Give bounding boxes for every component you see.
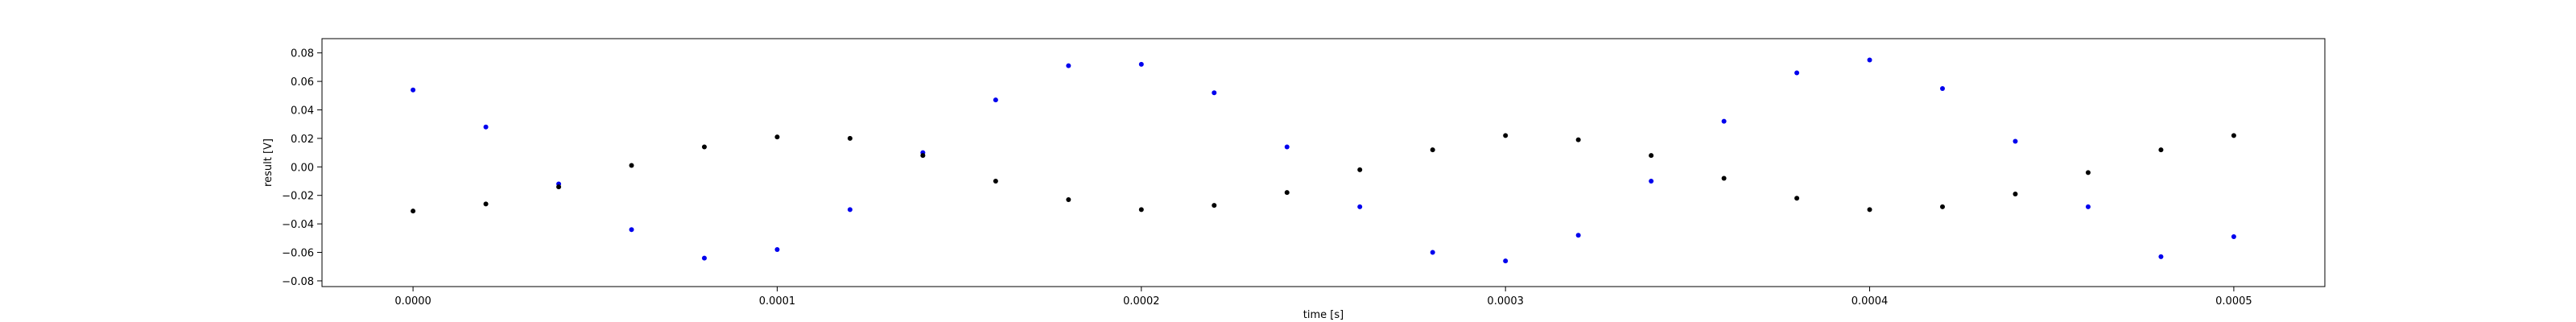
series-1-point bbox=[2158, 254, 2164, 259]
x-tick-label: 0.0003 bbox=[1487, 295, 1524, 308]
x-tick-label: 0.0002 bbox=[1123, 295, 1160, 308]
series-2-point bbox=[1066, 197, 1071, 203]
series-2-point bbox=[1575, 137, 1581, 142]
series-2-point bbox=[993, 179, 998, 184]
series-1-point bbox=[1721, 118, 1727, 124]
series-1-point bbox=[2013, 138, 2018, 144]
series-2-point bbox=[411, 208, 416, 214]
series-2-point bbox=[1940, 204, 1946, 209]
series-2-point bbox=[1794, 196, 1800, 201]
series-2-point bbox=[701, 144, 707, 150]
series-1-point bbox=[1940, 85, 1946, 91]
series-1-point bbox=[1212, 90, 1217, 96]
series-2-point bbox=[1284, 190, 1290, 196]
series-2-point bbox=[1212, 203, 1217, 208]
series-1-point bbox=[1284, 144, 1290, 150]
x-tick-label: 0.0001 bbox=[759, 295, 796, 308]
series-1-point bbox=[1430, 250, 1435, 255]
series-2-point bbox=[1430, 147, 1435, 153]
x-tick-label: 0.0005 bbox=[2215, 295, 2252, 308]
y-axis-label: result [V] bbox=[262, 138, 275, 187]
series-1-point bbox=[1066, 63, 1071, 68]
series-1-point bbox=[1794, 70, 1800, 76]
series-2-point bbox=[556, 184, 562, 190]
y-tick-label: 0.06 bbox=[291, 76, 314, 89]
series-1-point bbox=[411, 87, 416, 93]
series-2-point bbox=[1503, 133, 1509, 138]
y-tick-label: −0.04 bbox=[282, 219, 314, 231]
series-layer bbox=[411, 57, 2236, 264]
series-1-point bbox=[629, 227, 634, 233]
series-1-point bbox=[847, 207, 852, 213]
series-2-point bbox=[629, 163, 634, 168]
series-1-point bbox=[1503, 258, 1509, 264]
y-tick-label: 0.02 bbox=[291, 134, 314, 146]
series-1-point bbox=[1649, 179, 1654, 184]
y-tick-label: −0.06 bbox=[282, 248, 314, 260]
series-2-point bbox=[920, 153, 926, 159]
y-tick-label: 0.08 bbox=[291, 48, 314, 60]
series-1-point bbox=[1575, 233, 1581, 238]
series-1-point bbox=[2231, 234, 2236, 240]
x-axis: 0.0000 0.0001 0.0002 0.0003 0.0004 0.0005 bbox=[394, 287, 2252, 308]
series-1-point bbox=[483, 124, 489, 130]
series-1-point bbox=[2085, 204, 2091, 209]
series-1 bbox=[411, 57, 2236, 264]
y-tick-label: −0.02 bbox=[282, 191, 314, 203]
series-2-point bbox=[1357, 167, 1363, 172]
series-1-point bbox=[1138, 61, 1144, 67]
series-2-point bbox=[483, 201, 489, 207]
series-1-point bbox=[774, 246, 780, 252]
series-2 bbox=[411, 133, 2236, 214]
plot-frame bbox=[321, 38, 2326, 287]
series-2-point bbox=[1138, 207, 1144, 213]
x-axis-label: time [s] bbox=[1303, 309, 1344, 321]
series-2-point bbox=[1721, 175, 1727, 181]
y-tick-label: 0.04 bbox=[291, 105, 314, 118]
series-1-point bbox=[701, 255, 707, 261]
series-2-point bbox=[2013, 191, 2018, 196]
series-2-point bbox=[1649, 153, 1654, 159]
series-2-point bbox=[2158, 147, 2164, 153]
series-2-point bbox=[2231, 133, 2236, 138]
y-tick-label: 0.00 bbox=[291, 162, 314, 174]
series-2-point bbox=[774, 134, 780, 140]
x-tick-label: 0.0004 bbox=[1852, 295, 1889, 308]
x-tick-label: 0.0000 bbox=[394, 295, 431, 308]
series-1-point bbox=[993, 97, 998, 103]
series-1-point bbox=[1867, 57, 1872, 63]
y-axis: −0.08 −0.06 −0.04 −0.02 0.00 0.02 0.04 0.06 0.08 bbox=[282, 48, 322, 288]
series-2-point bbox=[1867, 207, 1872, 213]
y-tick-label: −0.08 bbox=[282, 276, 314, 288]
series-2-point bbox=[847, 135, 852, 141]
series-1-point bbox=[1357, 204, 1363, 209]
series-2-point bbox=[2085, 170, 2091, 175]
